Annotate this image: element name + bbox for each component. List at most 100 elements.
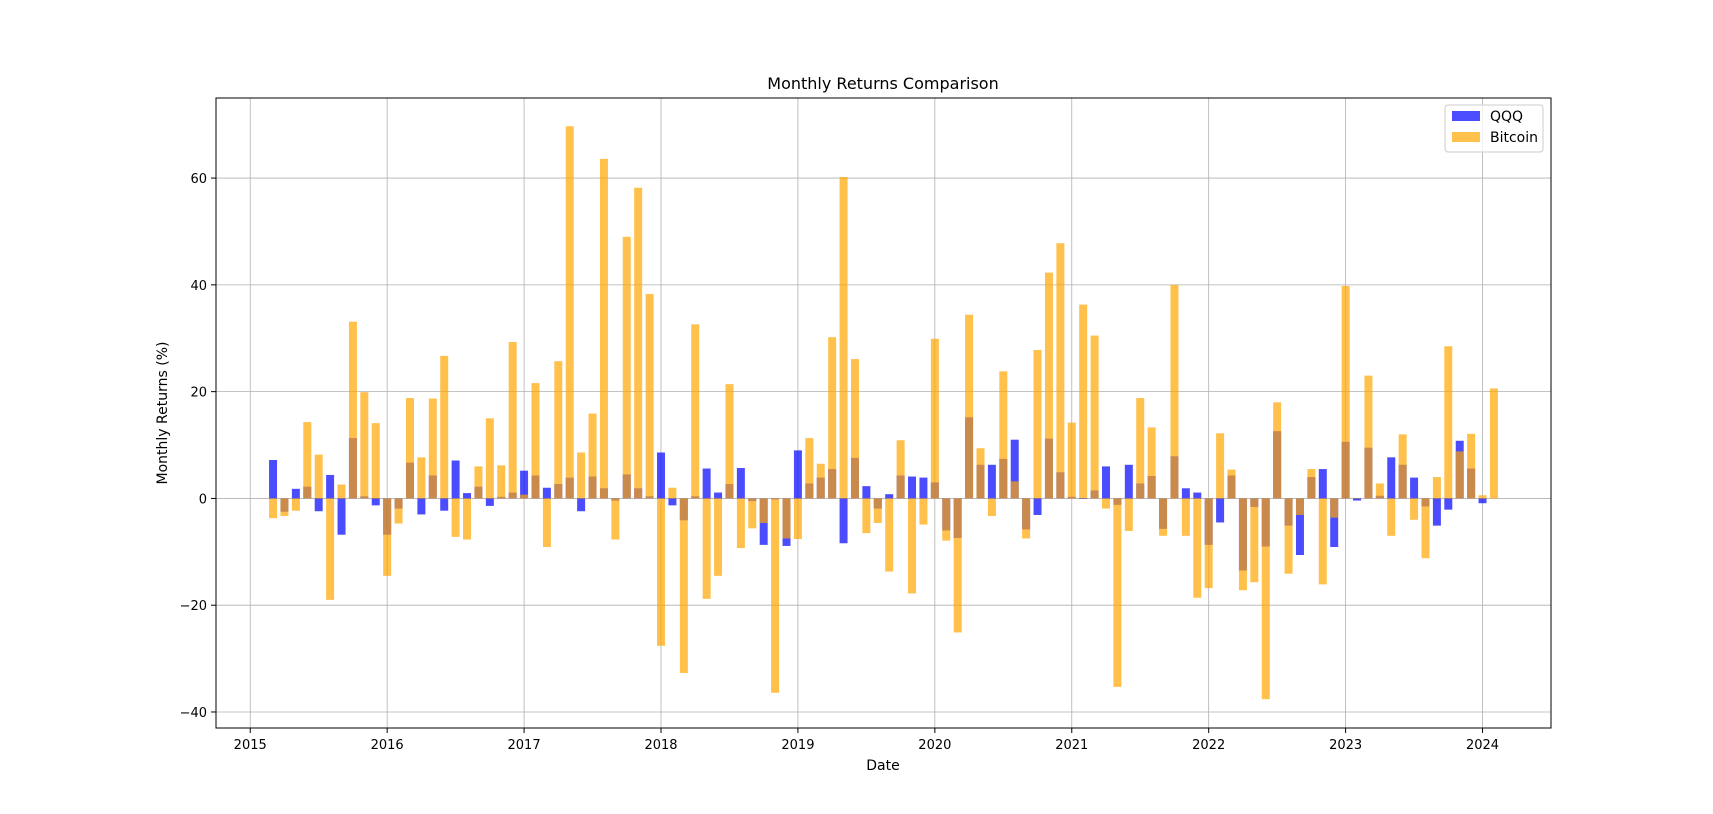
bitcoin-bar — [371, 423, 380, 499]
bitcoin-bar — [314, 454, 323, 499]
bitcoin-bar — [828, 337, 837, 499]
y-tick-label: 60 — [190, 172, 207, 187]
x-tick-label: 2022 — [1192, 738, 1225, 753]
y-tick-label: 20 — [190, 386, 207, 401]
bitcoin-bar — [497, 465, 506, 499]
qqq-bar — [577, 498, 586, 512]
bitcoin-bar — [1489, 388, 1498, 499]
bitcoin-bar — [1410, 498, 1419, 520]
bitcoin-bar — [1044, 272, 1053, 499]
bitcoin-bar — [1010, 481, 1019, 499]
bitcoin-bar — [782, 498, 791, 539]
bitcoin-bar — [417, 457, 426, 499]
bitcoin-bar — [1261, 498, 1270, 700]
qqq-bar — [919, 477, 928, 499]
qqq-bar — [839, 498, 848, 544]
bitcoin-bar — [987, 498, 996, 517]
bitcoin-bar — [885, 498, 894, 572]
bitcoin-bar — [668, 487, 677, 499]
bitcoin-bar — [451, 498, 460, 537]
x-axis-ticks: 2015 2016 2017 2018 2019 2020 2021 2022 2023 2024 — [234, 728, 1499, 753]
bitcoin-bar — [508, 341, 517, 499]
legend-swatch-qqq — [1452, 111, 1480, 121]
qqq-bar — [1181, 488, 1190, 499]
bitcoin-bar — [599, 158, 608, 499]
qqq-bar — [1353, 498, 1362, 501]
bitcoin-bar — [622, 236, 631, 499]
x-tick-label: 2017 — [508, 738, 541, 753]
bitcoin-bar — [965, 314, 974, 499]
qqq-bar — [1387, 457, 1396, 499]
y-axis-title: Monthly Returns (%) — [155, 342, 171, 485]
qqq-bar — [371, 498, 380, 506]
bitcoin-bar — [942, 498, 951, 541]
bitcoin-bar — [679, 498, 688, 674]
qqq-bar — [1124, 464, 1133, 499]
qqq-bar — [440, 498, 449, 511]
bitcoin-bar — [1067, 422, 1076, 499]
bitcoin-bar — [383, 498, 392, 576]
bitcoin-bar — [463, 498, 472, 540]
qqq-bar — [908, 476, 917, 499]
bitcoin-bar — [919, 498, 928, 525]
qqq-bar — [269, 459, 278, 499]
bitcoin-bar — [1284, 498, 1293, 574]
bitcoin-bar — [348, 321, 357, 499]
bitcoin-bar — [1353, 497, 1362, 499]
series-bitcoin-bars — [269, 126, 1498, 700]
qqq-bar — [668, 498, 677, 506]
x-tick-label: 2018 — [644, 738, 677, 753]
y-tick-label: 0 — [199, 492, 207, 507]
bitcoin-bar — [326, 498, 335, 600]
qqq-bar — [1432, 498, 1441, 526]
bitcoin-bar — [1295, 498, 1304, 515]
bitcoin-bar — [280, 498, 289, 517]
qqq-bar — [1010, 439, 1019, 499]
bitcoin-bar — [908, 498, 917, 594]
bitcoin-bar — [291, 498, 300, 511]
bitcoin-bar — [1455, 451, 1464, 499]
y-tick-label: 40 — [190, 279, 207, 294]
bitcoin-bar — [531, 383, 540, 499]
y-tick-label: −20 — [180, 599, 207, 614]
legend-swatch-bitcoin — [1452, 132, 1480, 142]
bitcoin-bar — [725, 384, 734, 499]
qqq-bar — [987, 464, 996, 499]
bitcoin-bar — [1090, 335, 1099, 499]
qqq-bar — [1330, 498, 1339, 548]
bitcoin-bar — [748, 498, 757, 529]
bitcoin-bar — [1136, 398, 1145, 499]
bitcoin-bar — [1330, 498, 1339, 518]
bitcoin-bar — [1204, 498, 1213, 589]
bitcoin-bar — [1033, 350, 1042, 499]
bitcoin-bar — [611, 498, 620, 540]
x-tick-label: 2015 — [234, 738, 267, 753]
bitcoin-bar — [634, 187, 643, 499]
bitcoin-bar — [736, 498, 745, 549]
bitcoin-bar — [1467, 433, 1476, 499]
x-axis-title: Date — [866, 758, 899, 774]
qqq-bar — [1079, 498, 1088, 499]
x-tick-label: 2020 — [918, 738, 951, 753]
qqq-bar — [314, 498, 323, 512]
qqq-bar — [463, 493, 472, 499]
bitcoin-bar — [405, 398, 414, 499]
bitcoin-bar — [1124, 498, 1133, 531]
bitcoin-bar — [1159, 498, 1168, 536]
bitcoin-bar — [1170, 284, 1179, 499]
x-tick-label: 2019 — [781, 738, 814, 753]
qqq-bar — [542, 487, 551, 499]
qqq-bar — [1318, 469, 1327, 499]
bitcoin-bar — [1398, 434, 1407, 499]
bitcoin-bar — [303, 422, 312, 499]
bitcoin-bar — [714, 498, 723, 576]
bitcoin-bar — [1444, 346, 1453, 499]
bitcoin-bar — [1147, 427, 1156, 499]
bitcoin-bar — [896, 440, 905, 499]
qqq-bar — [714, 492, 723, 499]
x-tick-label: 2021 — [1055, 738, 1088, 753]
bitcoin-bar — [1238, 498, 1247, 591]
x-tick-label: 2023 — [1329, 738, 1362, 753]
bitcoin-bar — [1193, 498, 1202, 598]
bitcoin-bar — [337, 484, 346, 499]
